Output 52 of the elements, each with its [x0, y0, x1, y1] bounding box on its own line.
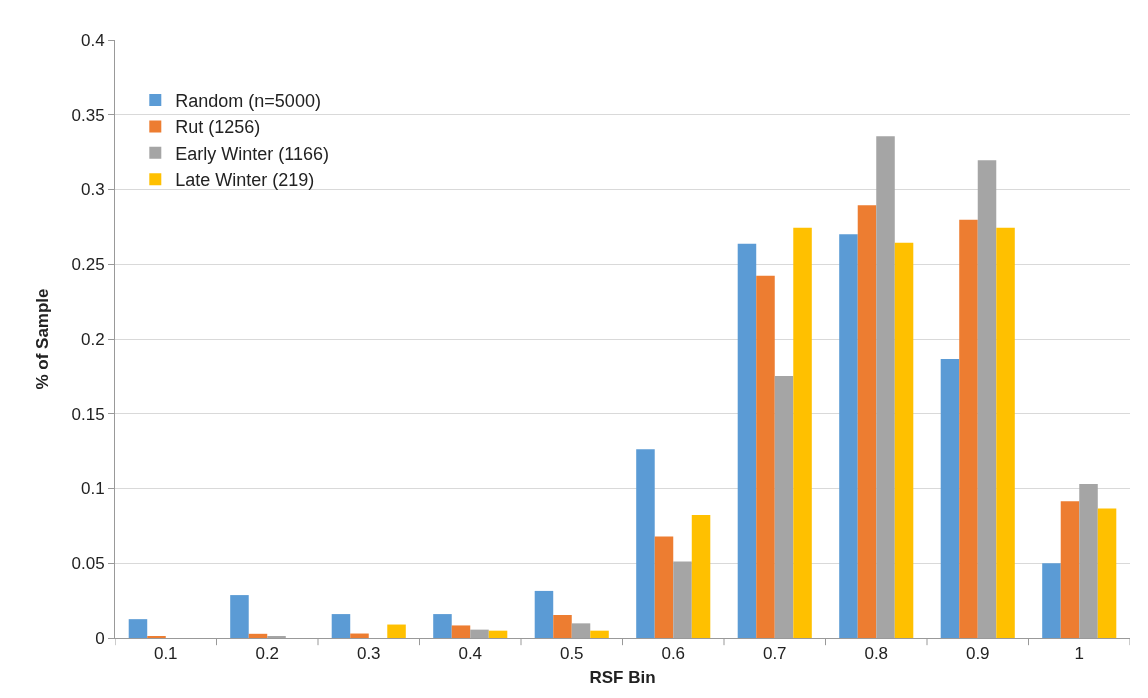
x-tick-label: 0.4 — [458, 644, 483, 664]
bar — [534, 590, 554, 638]
y-tick-label: 0.2 — [80, 329, 105, 349]
bar — [894, 242, 914, 638]
bar — [940, 358, 960, 638]
bar — [654, 536, 674, 638]
x-tick-label: 0.5 — [559, 644, 584, 664]
x-tick-label: 0.7 — [762, 644, 787, 664]
y-tick-label: 0.3 — [80, 180, 105, 200]
bar — [590, 630, 609, 638]
y-tick-label: 0.1 — [80, 479, 105, 499]
bar — [553, 614, 572, 638]
bar — [756, 275, 775, 638]
bar — [350, 633, 369, 638]
x-tick-label: 0.2 — [255, 644, 280, 664]
bar — [128, 619, 148, 638]
legend-label: Late Winter (219) — [175, 170, 315, 191]
bar — [387, 624, 406, 638]
bar — [230, 595, 249, 638]
y-tick-label: 0.15 — [71, 404, 105, 424]
bar — [793, 227, 812, 638]
bar — [248, 633, 268, 638]
x-axis-title: RSF Bin — [589, 667, 656, 687]
x-tick-label: 0.1 — [153, 644, 178, 664]
bar — [996, 227, 1015, 638]
bar — [691, 514, 711, 638]
x-tick-label: 0.8 — [864, 644, 889, 664]
y-tick-label: 0.35 — [71, 105, 105, 125]
legend-label: Early Winter (1166) — [175, 143, 330, 164]
bar — [857, 205, 877, 638]
bar — [636, 449, 655, 638]
bar — [1060, 501, 1080, 638]
y-axis-title: % of Sample — [33, 288, 53, 390]
y-tick-label: 0.25 — [71, 255, 105, 275]
legend-label: Random (n=5000) — [175, 91, 321, 112]
bar — [839, 234, 858, 638]
y-tick-label: 0.05 — [71, 554, 105, 574]
x-tick-label: 0.3 — [356, 644, 381, 664]
legend-label: Rut (1256) — [175, 117, 261, 138]
y-tick-label: 0.4 — [80, 30, 105, 50]
x-tick-label: 0.9 — [965, 644, 990, 664]
bar — [1097, 508, 1117, 638]
x-tick-label: 1 — [1074, 644, 1084, 664]
bar — [959, 219, 978, 638]
bar — [737, 243, 757, 638]
bar — [433, 614, 452, 638]
bar — [331, 614, 351, 638]
bar — [1042, 563, 1061, 638]
x-tick-label: 0.6 — [661, 644, 686, 664]
bar — [451, 625, 471, 638]
bar — [488, 630, 508, 638]
y-tick-label: 0 — [95, 628, 105, 648]
